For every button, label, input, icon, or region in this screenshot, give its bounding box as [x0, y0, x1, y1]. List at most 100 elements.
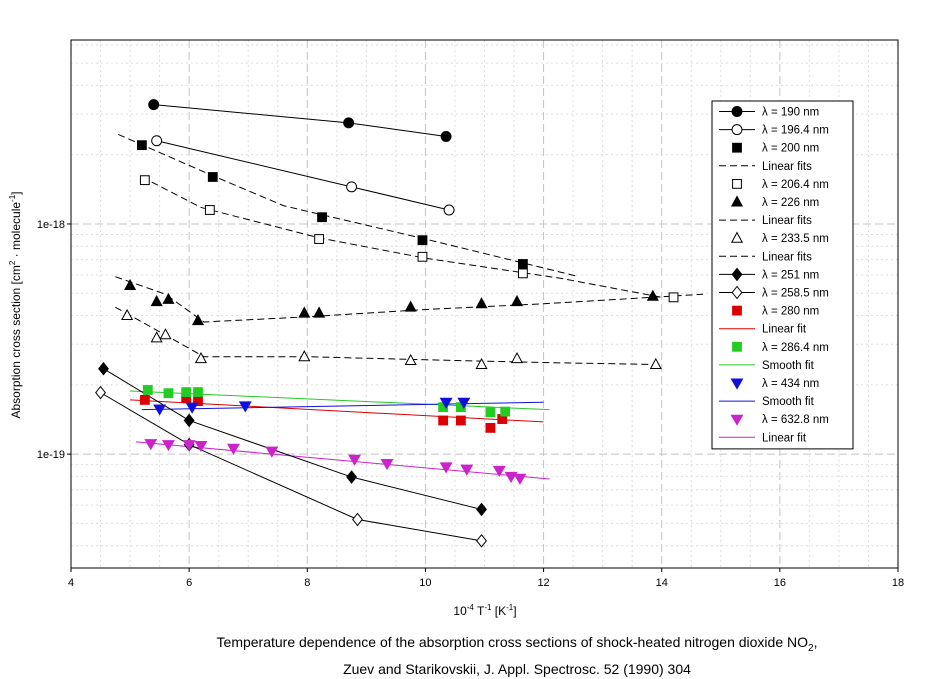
data-point: [730, 378, 744, 390]
figure-caption: Temperature dependence of the absorption…: [0, 632, 937, 679]
fit-line: [135, 441, 550, 480]
data-point: [513, 473, 527, 485]
data-point: [417, 251, 428, 262]
data-point: [732, 341, 742, 352]
legend-label: Linear fit: [762, 324, 807, 336]
caption-line-1: Temperature dependence of the absorption…: [216, 634, 818, 654]
data-point: [204, 205, 215, 215]
data-point: [460, 464, 474, 476]
legend-label: λ = 280 nm: [762, 306, 819, 318]
data-point: [98, 361, 109, 376]
data-point: [194, 351, 207, 364]
data-point: [150, 294, 163, 307]
data-point: [730, 195, 744, 207]
x-tick-label: 6: [186, 577, 192, 589]
legend-label: λ = 434 nm: [762, 378, 819, 390]
y-axis-label: Absorption cross section [cm2 · molecule…: [8, 191, 23, 418]
legend-label: λ = 226 nm: [762, 197, 819, 209]
data-point: [504, 471, 518, 484]
x-tick-label: 4: [68, 577, 74, 589]
data-point: [649, 357, 662, 370]
data-point: [731, 285, 743, 300]
legend-label: Smooth fit: [762, 396, 815, 408]
data-point: [485, 407, 496, 418]
data-point: [348, 454, 362, 466]
legend-label: λ = 258.5 nm: [762, 288, 829, 300]
data-point: [238, 401, 252, 413]
data-point: [457, 397, 471, 409]
data-point: [492, 465, 506, 477]
data-point: [142, 385, 153, 395]
data-point: [455, 415, 466, 426]
axis-ticks: 4 6 8 10 12 14 16 18 1e-19 1e-18: [37, 219, 904, 589]
legend: λ = 190 nm λ = 196.4 nm λ = 200 nm Linear f…: [711, 100, 854, 450]
legend-label: λ = 200 nm: [762, 143, 819, 155]
data-point: [161, 440, 175, 452]
data-point: [182, 440, 196, 452]
data-point: [298, 306, 311, 318]
data-point: [517, 268, 528, 279]
legend-label: Linear fits: [762, 251, 812, 263]
caption-line-2: Zuev and Starikovskii, J. Appl. Spectros…: [343, 660, 691, 677]
x-tick-label: 12: [537, 577, 549, 589]
data-point: [646, 289, 659, 301]
data-point: [510, 351, 524, 364]
data-point: [485, 422, 496, 433]
data-point: [476, 534, 487, 548]
data-point: [500, 406, 511, 417]
data-point: [352, 512, 363, 527]
x-tick-label: 18: [892, 577, 904, 589]
data-point: [163, 388, 174, 399]
chart: 4 6 8 10 12 14 16 18 1e-19 1e-18 10-4 T-1 [K-1] A…: [8, 39, 904, 618]
data-point: [404, 300, 417, 312]
data-point: [343, 117, 355, 129]
data-point: [730, 414, 744, 426]
data-point: [475, 357, 488, 370]
x-tick-label: 8: [304, 577, 310, 589]
data-point: [183, 413, 195, 428]
data-point: [732, 179, 742, 189]
data-point: [732, 305, 742, 316]
data-point: [417, 235, 428, 246]
data-point: [730, 231, 744, 243]
data-point: [346, 181, 358, 193]
data-series: [95, 99, 679, 548]
legend-label: Smooth fit: [762, 360, 815, 372]
legend-label: Linear fit: [762, 432, 807, 444]
data-point: [313, 306, 326, 318]
legend-label: λ = 206.4 nm: [762, 179, 829, 191]
data-point: [162, 292, 175, 304]
data-point: [144, 439, 158, 451]
data-point: [317, 212, 327, 223]
data-point: [148, 99, 160, 111]
data-point: [265, 446, 279, 458]
legend-label: λ = 196.4 nm: [762, 125, 829, 137]
x-tick-label: 16: [774, 577, 786, 589]
data-point: [439, 397, 453, 409]
x-tick-label: 10: [419, 577, 431, 589]
plot-frame: [70, 39, 899, 569]
data-point: [193, 387, 203, 397]
data-point: [207, 172, 218, 182]
fit-line: [118, 133, 580, 278]
series-line: [103, 368, 482, 510]
data-point: [151, 135, 163, 147]
data-point: [732, 142, 742, 153]
data-point: [438, 415, 449, 426]
data-point: [475, 297, 488, 309]
legend-label: λ = 632.8 nm: [762, 414, 829, 426]
data-point: [731, 267, 743, 282]
data-point: [439, 462, 453, 474]
series-line: [100, 392, 482, 542]
data-point: [517, 259, 528, 269]
data-point: [731, 124, 743, 136]
data-point: [185, 402, 199, 414]
data-point: [194, 440, 208, 453]
data-point: [346, 470, 358, 484]
data-point: [139, 395, 150, 405]
fit-line: [141, 176, 662, 298]
data-point: [476, 502, 487, 517]
data-point: [298, 350, 311, 362]
data-point: [380, 459, 394, 471]
legend-label: Linear fits: [762, 161, 812, 173]
